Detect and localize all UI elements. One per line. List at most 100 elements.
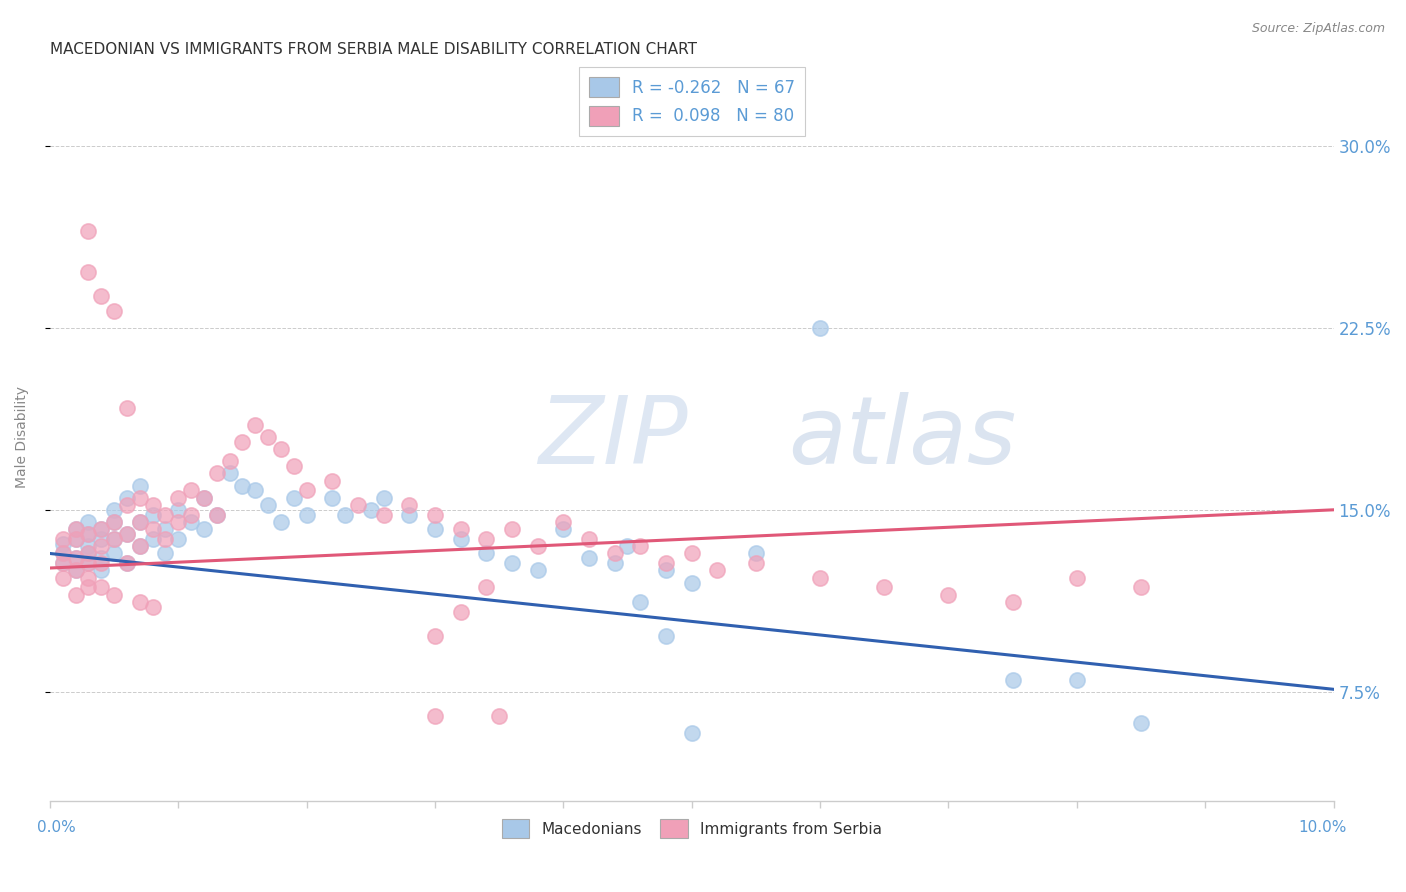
Point [52, 556, 75, 570]
Text: ZIP: ZIP [537, 392, 688, 483]
Point [745, 546, 768, 560]
Point [655, 629, 678, 643]
Point [77, 527, 100, 541]
Point [141, 599, 163, 614]
Point [180, 508, 202, 522]
Point [283, 491, 305, 505]
Point [65, 532, 87, 546]
Point [347, 498, 370, 512]
Point [245, 417, 267, 432]
Point [655, 556, 678, 570]
Point [578, 532, 600, 546]
Point [373, 508, 395, 522]
Point [193, 491, 215, 505]
Point [141, 498, 163, 512]
Point [1129, 716, 1152, 731]
Text: MACEDONIAN VS IMMIGRANTS FROM SERBIA MALE DISABILITY CORRELATION CHART: MACEDONIAN VS IMMIGRANTS FROM SERBIA MAL… [49, 42, 697, 57]
Point [873, 581, 896, 595]
Point [128, 491, 150, 505]
Point [115, 491, 138, 505]
Text: Source: ZipAtlas.com: Source: ZipAtlas.com [1251, 22, 1385, 36]
Point [65, 564, 87, 578]
Point [283, 459, 305, 474]
Point [115, 401, 138, 415]
Point [373, 491, 395, 505]
Point [681, 575, 703, 590]
Point [167, 503, 190, 517]
Point [475, 581, 498, 595]
Point [628, 595, 651, 609]
Point [103, 588, 125, 602]
Point [90, 564, 112, 578]
Point [128, 515, 150, 529]
Y-axis label: Male Disability: Male Disability [15, 386, 30, 488]
Point [180, 515, 202, 529]
Point [90, 581, 112, 595]
Point [270, 442, 292, 457]
Point [360, 503, 382, 517]
Point [77, 224, 100, 238]
Point [745, 556, 768, 570]
Point [270, 515, 292, 529]
Point [65, 522, 87, 536]
Point [1066, 571, 1088, 585]
Point [52, 537, 75, 551]
Point [103, 304, 125, 318]
Point [77, 581, 100, 595]
Point [77, 571, 100, 585]
Point [128, 515, 150, 529]
Point [90, 539, 112, 553]
Point [115, 498, 138, 512]
Point [655, 564, 678, 578]
Point [1129, 581, 1152, 595]
Point [167, 491, 190, 505]
Point [155, 532, 177, 546]
Point [526, 564, 548, 578]
Text: atlas: atlas [787, 392, 1017, 483]
Point [450, 532, 472, 546]
Point [205, 508, 228, 522]
Point [115, 556, 138, 570]
Point [808, 321, 831, 335]
Point [706, 564, 728, 578]
Point [398, 498, 420, 512]
Point [218, 454, 240, 468]
Point [193, 491, 215, 505]
Point [52, 546, 75, 560]
Point [321, 491, 343, 505]
Point [1001, 673, 1024, 687]
Point [155, 508, 177, 522]
Point [128, 595, 150, 609]
Point [321, 474, 343, 488]
Point [423, 629, 446, 643]
Point [141, 532, 163, 546]
Point [77, 515, 100, 529]
Point [423, 522, 446, 536]
Point [128, 539, 150, 553]
Point [553, 522, 575, 536]
Point [501, 556, 523, 570]
Point [245, 483, 267, 498]
Point [808, 571, 831, 585]
Point [65, 551, 87, 566]
Point [128, 539, 150, 553]
Point [52, 556, 75, 570]
Point [77, 546, 100, 560]
Point [603, 546, 626, 560]
Point [231, 434, 253, 449]
Point [90, 522, 112, 536]
Point [90, 551, 112, 566]
Point [77, 556, 100, 570]
Point [65, 551, 87, 566]
Point [193, 522, 215, 536]
Point [553, 515, 575, 529]
Point [103, 515, 125, 529]
Point [488, 709, 510, 723]
Point [526, 539, 548, 553]
Point [103, 503, 125, 517]
Point [628, 539, 651, 553]
Point [475, 532, 498, 546]
Point [180, 483, 202, 498]
Point [65, 588, 87, 602]
Point [501, 522, 523, 536]
